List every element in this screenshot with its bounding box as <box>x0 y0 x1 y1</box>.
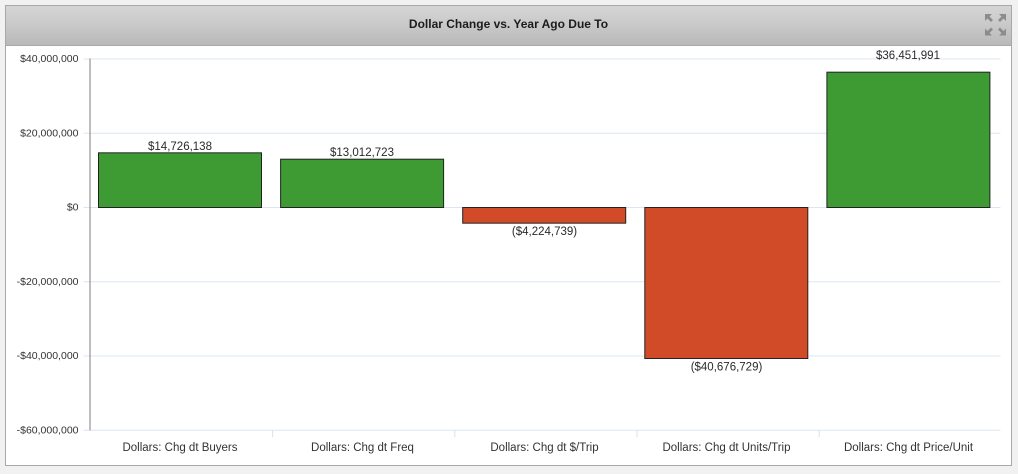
svg-text:Dollars: Chg dt Buyers: Dollars: Chg dt Buyers <box>122 442 237 454</box>
svg-text:$14,726,138: $14,726,138 <box>148 141 212 153</box>
svg-text:$36,451,991: $36,451,991 <box>876 50 940 62</box>
svg-text:$13,012,723: $13,012,723 <box>330 147 394 159</box>
svg-text:($40,676,729): ($40,676,729) <box>691 362 763 374</box>
svg-text:($4,224,739): ($4,224,739) <box>512 226 577 238</box>
svg-text:$0: $0 <box>67 202 79 214</box>
svg-text:Dollars: Chg dt Units/Trip: Dollars: Chg dt Units/Trip <box>662 442 790 454</box>
svg-text:-$40,000,000: -$40,000,000 <box>17 350 79 362</box>
svg-text:-$60,000,000: -$60,000,000 <box>17 424 79 436</box>
svg-text:Dollars: Chg dt Freq: Dollars: Chg dt Freq <box>311 442 414 454</box>
svg-text:Dollars: Chg dt Price/Unit: Dollars: Chg dt Price/Unit <box>844 442 974 454</box>
svg-text:$40,000,000: $40,000,000 <box>20 53 79 65</box>
svg-text:-$20,000,000: -$20,000,000 <box>17 276 79 288</box>
svg-text:Dollars: Chg dt $/Trip: Dollars: Chg dt $/Trip <box>490 442 598 454</box>
svg-text:$20,000,000: $20,000,000 <box>20 127 79 139</box>
